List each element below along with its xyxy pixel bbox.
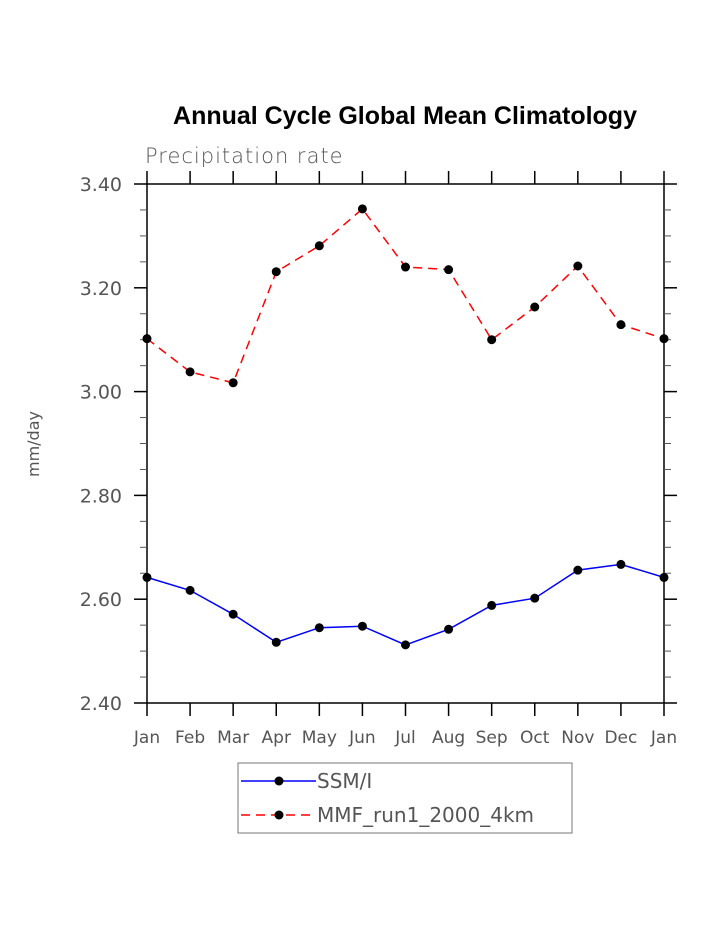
data-point bbox=[444, 265, 454, 275]
data-point bbox=[444, 624, 454, 634]
data-point bbox=[487, 600, 497, 610]
data-point bbox=[573, 565, 583, 575]
plot-frame bbox=[146, 183, 665, 704]
data-point bbox=[142, 334, 152, 344]
data-point bbox=[314, 623, 324, 633]
y-tick-label: 2.80 bbox=[80, 485, 122, 507]
data-point bbox=[401, 640, 410, 650]
y-tick-label: 3.20 bbox=[80, 278, 122, 300]
data-point bbox=[616, 320, 626, 330]
chart-subtitle: Precipitation rate bbox=[145, 144, 344, 168]
x-tick-label: Apr bbox=[262, 728, 291, 748]
y-tick-label: 2.40 bbox=[80, 693, 122, 715]
x-tick-label: Jul bbox=[394, 728, 416, 748]
data-point bbox=[142, 572, 152, 582]
x-tick-label: Jan bbox=[650, 728, 677, 748]
legend-marker-mmf bbox=[274, 810, 284, 820]
legend-label-mmf: MMF_run1_2000_4km bbox=[317, 803, 534, 827]
x-tick-label: Jan bbox=[133, 728, 160, 748]
y-tick-label: 2.60 bbox=[80, 589, 122, 611]
legend-label-ssmi: SSM/I bbox=[317, 769, 372, 793]
legend-marker-ssmi bbox=[274, 776, 284, 786]
data-point bbox=[271, 637, 281, 647]
data-point bbox=[228, 378, 238, 388]
y-axis: 2.40 2.60 2.80 3.00 3.20 3.40 bbox=[80, 174, 677, 715]
data-point bbox=[401, 262, 410, 272]
chart-title: Annual Cycle Global Mean Climatology bbox=[173, 102, 637, 130]
x-tick-label: Sep bbox=[476, 728, 508, 748]
x-tick-label: May bbox=[302, 728, 337, 748]
x-tick-label: Mar bbox=[217, 728, 249, 748]
data-point bbox=[616, 559, 626, 569]
x-tick-label: Oct bbox=[520, 728, 550, 748]
data-point bbox=[185, 585, 195, 595]
y-axis-label: mm/day bbox=[24, 411, 43, 477]
y-tick-label: 3.40 bbox=[80, 174, 122, 196]
data-point bbox=[659, 334, 669, 344]
data-point bbox=[573, 261, 583, 271]
series-layer bbox=[142, 204, 669, 650]
x-axis: Jan Feb Mar Apr May Jun Jul Aug Sep Oct Nov Dec Jan bbox=[133, 171, 677, 748]
series-line-1 bbox=[146, 207, 665, 384]
legend-box bbox=[237, 762, 573, 834]
x-tick-label: Jun bbox=[348, 728, 376, 748]
data-point bbox=[314, 241, 324, 251]
data-point bbox=[357, 621, 367, 631]
y-tick-label: 3.00 bbox=[80, 382, 122, 404]
series-line-0 bbox=[146, 563, 665, 646]
x-tick-label: Nov bbox=[561, 728, 594, 748]
data-point bbox=[228, 609, 238, 619]
data-point bbox=[530, 593, 540, 603]
data-point bbox=[487, 335, 497, 345]
data-point bbox=[185, 367, 195, 377]
x-tick-label: Aug bbox=[432, 728, 465, 748]
data-point bbox=[530, 302, 540, 312]
data-point bbox=[357, 204, 367, 214]
x-tick-label: Feb bbox=[175, 728, 205, 748]
data-point bbox=[271, 267, 281, 277]
legend: SSM/I MMF_run1_2000_4km bbox=[237, 762, 573, 834]
x-tick-label: Dec bbox=[604, 728, 637, 748]
data-point bbox=[659, 572, 669, 582]
